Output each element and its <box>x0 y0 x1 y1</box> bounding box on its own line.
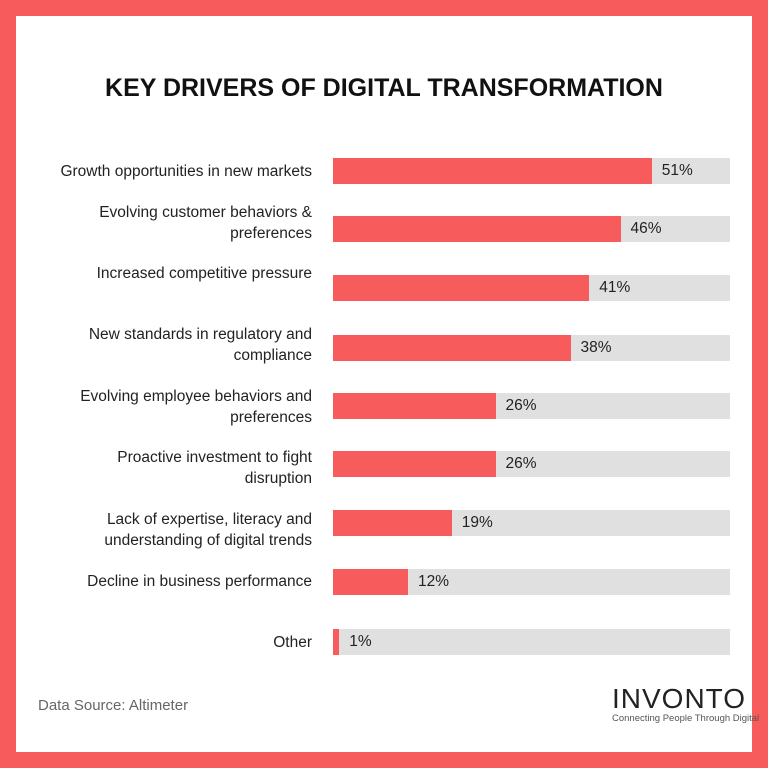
bar-track: 51% <box>333 158 730 184</box>
category-label-line: Increased competitive pressure <box>96 265 312 282</box>
category-label: Decline in business performance <box>12 571 312 592</box>
category-label-line: New standards in regulatory and <box>88 326 312 343</box>
data-label: 26% <box>505 455 537 472</box>
category-label: Increased competitive pressure <box>12 263 312 284</box>
data-label: 41% <box>599 279 631 296</box>
data-source: Data Source: Altimeter <box>38 697 189 714</box>
data-label: 12% <box>418 573 450 590</box>
bar-track: 12% <box>333 569 730 595</box>
category-label-line: Growth opportunities in new markets <box>60 163 312 180</box>
bar <box>333 629 340 655</box>
data-label: 46% <box>630 220 662 237</box>
category-label: New standards in regulatory and complianc… <box>12 324 312 366</box>
brand-logo: INVONTO <box>612 683 747 714</box>
chart-title: KEY DRIVERS OF DIGITAL TRANSFORMATION <box>105 74 663 102</box>
bar-track: 1% <box>333 629 730 655</box>
bar <box>333 393 496 419</box>
bar <box>333 335 571 361</box>
brand-tagline: Connecting People Through Digital <box>612 713 760 724</box>
bar <box>333 510 452 536</box>
category-label-line: preferences <box>230 409 312 426</box>
data-label: 1% <box>349 633 372 650</box>
bar <box>333 216 621 242</box>
bar <box>333 569 408 595</box>
bar-track: 46% <box>333 216 730 242</box>
bar-track: 38% <box>333 335 730 361</box>
category-label-line: compliance <box>233 347 312 364</box>
category-label-line: Proactive investment to fight <box>117 449 312 466</box>
category-label: Lack of expertise, literacy and understan… <box>12 509 312 551</box>
category-label: Evolving employee behaviors and preferenc… <box>12 386 312 428</box>
bar-track: 26% <box>333 451 730 477</box>
category-label-line: preferences <box>230 225 312 242</box>
data-label: 19% <box>461 514 493 531</box>
bar <box>333 451 496 477</box>
bar-track: 41% <box>333 275 730 301</box>
category-label: Growth opportunities in new markets <box>12 161 312 182</box>
data-label: 38% <box>580 339 612 356</box>
category-label-line: Evolving customer behaviors & <box>99 204 312 221</box>
bar-track: 26% <box>333 393 730 419</box>
category-label-line: understanding of digital trends <box>104 532 312 549</box>
category-label-line: Other <box>273 634 312 651</box>
category-label-line: Decline in business performance <box>87 573 312 590</box>
bar <box>333 158 652 184</box>
data-label: 26% <box>505 397 537 414</box>
category-label-line: disruption <box>244 470 312 487</box>
category-label-line: Evolving employee behaviors and <box>80 388 312 405</box>
category-label-line: Lack of expertise, literacy and <box>106 511 312 528</box>
data-label: 51% <box>661 162 693 179</box>
bar-track: 19% <box>333 510 730 536</box>
bar <box>333 275 590 301</box>
category-label: Other <box>12 632 312 653</box>
category-label: Proactive investment to fight disruption <box>12 447 312 489</box>
category-label: Evolving customer behaviors & preferences <box>12 202 312 244</box>
